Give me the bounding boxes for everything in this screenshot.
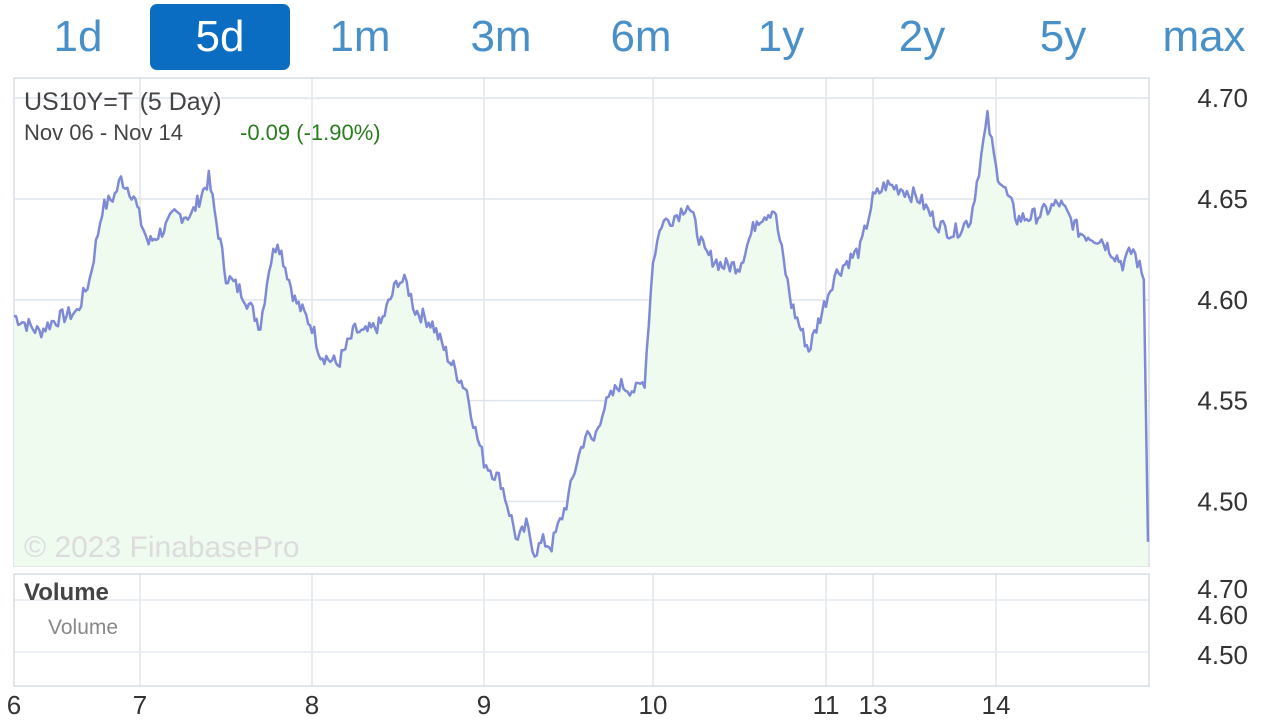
volume-y-tick-label: 4.50 [1197,640,1248,670]
y-tick-label: 4.70 [1197,83,1248,113]
tab-3m[interactable]: 3m [470,12,532,61]
x-tick-label: 11 [813,690,840,720]
tab-5d[interactable]: 5d [150,4,290,70]
y-tick-label: 4.50 [1197,486,1248,516]
price-change: -0.09 (-1.90%) [240,120,381,145]
y-tick-label: 4.65 [1197,184,1248,214]
y-tick-label: 4.55 [1197,386,1248,416]
x-tick-label: 13 [859,690,888,720]
price-area [14,111,1148,566]
x-tick-label: 10 [639,690,668,720]
tab-6m[interactable]: 6m [610,12,672,61]
chart-subtitle: Nov 06 - Nov 14 [24,120,183,145]
tab-2y[interactable]: 2y [898,12,946,61]
volume-y-tick-label: 4.60 [1197,600,1248,630]
x-tick-label: 8 [305,690,319,720]
chart-title: US10Y=T (5 Day) [24,88,222,116]
x-axis: 6 7 8 9 10 11 13 14 [7,690,1011,720]
price-line [13,109,1150,558]
tab-max[interactable]: max [1162,12,1246,61]
tab-1y[interactable]: 1y [757,12,805,61]
tab-1d[interactable]: 1d [53,12,103,61]
x-tick-label: 14 [982,690,1011,720]
y-tick-label: 4.60 [1197,285,1248,315]
volume-panel-border [13,573,1150,687]
volume-y-axis: 4.704.60 4.50 [1197,574,1248,670]
y-axis: 4.70 4.65 4.60 4.55 4.50 [1197,83,1248,516]
volume-grid [14,574,1149,686]
range-tabs: 1d 5d 1m 3m 6m 1y 2y 5y max [0,0,1284,76]
volume-title: Volume [24,579,109,606]
volume-legend: Volume [48,616,118,639]
x-tick-label: 9 [477,690,491,720]
tab-5y[interactable]: 5y [1039,12,1087,61]
tab-1m[interactable]: 1m [329,12,391,61]
x-tick-label: 6 [7,690,21,720]
watermark: © 2023 FinabasePro [24,531,300,564]
x-tick-label: 7 [133,690,147,720]
volume-y-tick-label: 4.70 [1197,574,1248,604]
